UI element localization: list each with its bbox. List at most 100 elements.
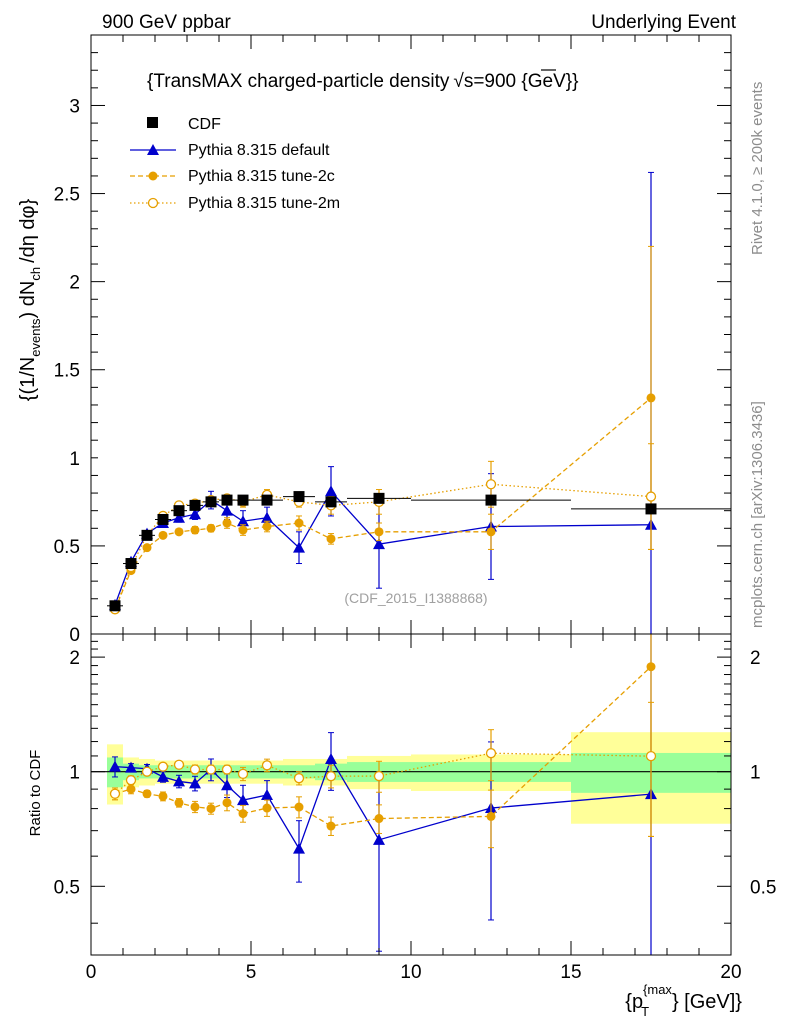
- series-3-ratio-point: [157, 761, 169, 772]
- sqrt-symbol: √: [453, 71, 464, 92]
- chart-title: {TransMAX charged-particle density √s=900…: [147, 71, 578, 92]
- main-panel: 0 0.5 1 1.5 2 2.5 3: [54, 34, 732, 646]
- series-2-ratio-point: [142, 789, 152, 799]
- series-3-ratio-point: [141, 766, 153, 777]
- y-tick-label: 0.5: [54, 537, 80, 558]
- series-3-ratio-point: [645, 751, 657, 762]
- cdf-point: [125, 558, 137, 570]
- y-axis-label: {(1/Nevents) dNch/dη dφ}: [17, 198, 43, 401]
- series-1-ratio-point: [125, 761, 137, 773]
- y-tick-label: 2.5: [54, 185, 80, 206]
- cdf-point: [325, 496, 337, 508]
- y-tick-label: 2: [69, 273, 80, 294]
- series-3-ratio-point: [221, 764, 233, 775]
- series-3-point: [485, 479, 497, 490]
- ratio-y-tick-label-right: 1: [750, 763, 761, 784]
- series-3-ratio-point: [293, 773, 305, 784]
- series-1-ratio-point: [261, 789, 273, 801]
- series-1-ratio-point: [221, 779, 233, 791]
- y-tick-label: 3: [69, 96, 80, 117]
- series-3-ratio-point: [205, 764, 217, 775]
- header-left: 900 GeV ppbar: [102, 12, 232, 33]
- series-2-point: [326, 534, 336, 544]
- series-3-ratio-point: [125, 775, 137, 786]
- series-2-point: [646, 393, 656, 403]
- series-2-point: [206, 523, 216, 533]
- cdf-point: [261, 494, 273, 506]
- series-2-point: [238, 525, 248, 535]
- series-2-ratio-point: [374, 814, 384, 824]
- legend-tune2m: Pythia 8.315 tune-2m: [188, 195, 340, 212]
- series-2-point: [142, 543, 152, 553]
- series-1-point: [261, 511, 273, 523]
- ratio-y-tick-label: 1: [69, 763, 80, 784]
- series-1-ratio-point: [237, 794, 249, 806]
- series-2-ratio-point: [486, 811, 496, 821]
- series-2-point: [174, 527, 184, 537]
- series-2-point: [262, 522, 272, 532]
- legend-default: Pythia 8.315 default: [188, 142, 330, 159]
- x-axis-label: {pT{max} [GeV]}: [625, 982, 742, 1019]
- analysis-watermark: (CDF_2015_I1388868): [344, 590, 487, 606]
- x-tick-labels: 0 5 10 15 20: [86, 962, 742, 983]
- cdf-point: [141, 529, 153, 541]
- cdf-point: [157, 513, 169, 525]
- mcplots-label: mcplots.cern.ch [arXiv:1306.3436]: [749, 401, 766, 628]
- cdf-point: [109, 600, 121, 612]
- series-2-ratio-point: [326, 821, 336, 831]
- series-1-ratio-point: [325, 752, 337, 764]
- series-2-ratio-point: [206, 804, 216, 814]
- series-2-ratio-point: [222, 798, 232, 808]
- series-3-ratio-point: [261, 760, 273, 771]
- legend-tune2c: Pythia 8.315 tune-2c: [188, 168, 335, 185]
- series-2-point: [294, 518, 304, 528]
- series-1-point: [237, 515, 249, 527]
- ratio-y-tick-label-right: 2: [750, 648, 761, 669]
- series-2-ratio-point: [126, 784, 136, 794]
- series-2-point: [158, 530, 168, 540]
- series-1-ratio-point: [373, 833, 385, 845]
- ratio-y-tick-label: 2: [69, 648, 80, 669]
- main-ticks: 0 0.5 1 1.5 2 2.5 3: [54, 34, 732, 646]
- ratio-panel: 0.5 0.5 1 1 2 2: [54, 633, 776, 956]
- cdf-point: [237, 494, 249, 506]
- series-1-ratio-point: [189, 777, 201, 789]
- series-3-ratio-point: [237, 768, 249, 780]
- legend: CDF Pythia 8.315 default Pythia 8.315 tu…: [130, 116, 340, 212]
- cdf-point: [293, 491, 305, 503]
- series-1-point: [293, 541, 305, 553]
- series-1-ratio-point: [109, 760, 121, 772]
- legend-tune2m-marker: [147, 197, 159, 209]
- x-tick-label: 5: [246, 962, 257, 983]
- series-2-ratio-point: [238, 809, 248, 819]
- y-tick-label: 1.5: [54, 361, 80, 382]
- series-1-ratio-point: [173, 775, 185, 787]
- cdf-point: [485, 494, 497, 506]
- series-2-ratio-point: [174, 798, 184, 808]
- cdf-point: [173, 505, 185, 517]
- series-2-ratio-point: [190, 802, 200, 812]
- cdf-point: [373, 492, 385, 504]
- y-tick-label: 0: [69, 625, 80, 646]
- x-tick-label: 15: [560, 962, 581, 983]
- x-tick-label: 10: [400, 962, 421, 983]
- rivet-label: Rivet 4.1.0, ≥ 200k events: [749, 82, 766, 255]
- ratio-y-tick-label-right: 0.5: [750, 877, 776, 898]
- legend-cdf: CDF: [188, 116, 221, 133]
- series-3-ratio-point: [325, 771, 337, 782]
- series-1-point: [173, 511, 185, 523]
- series-1-ratio-point: [293, 842, 305, 854]
- main-frame: [90, 34, 732, 635]
- series-3-ratio-point: [189, 764, 201, 775]
- series-3-ratio-point: [173, 759, 185, 770]
- series-2-ratio-point: [262, 803, 272, 813]
- legend-cdf-marker: [147, 117, 158, 128]
- series-1-point: [189, 508, 201, 520]
- series-3-line: [114, 483, 652, 610]
- series-2-point: [190, 525, 200, 535]
- cdf-point: [189, 499, 201, 511]
- legend-tune2c-marker: [148, 171, 158, 181]
- series-2-ratio-point: [158, 791, 168, 801]
- series-2-point: [486, 527, 496, 537]
